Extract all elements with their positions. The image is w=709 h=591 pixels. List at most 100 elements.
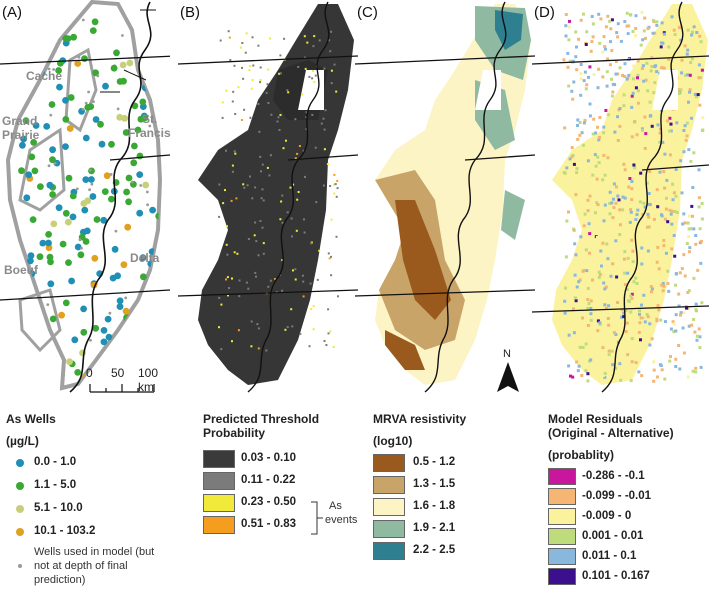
residual-pixel <box>677 292 681 296</box>
residual-pixel <box>579 18 583 22</box>
well-marker <box>80 200 88 207</box>
probability-pixel <box>262 199 265 202</box>
residual-pixel <box>668 359 672 363</box>
probability-pixel <box>333 173 336 176</box>
residual-pixel <box>572 307 575 311</box>
well-marker <box>65 259 72 266</box>
residual-pixel <box>669 122 673 126</box>
residual-pixel <box>577 364 581 368</box>
residual-pixel <box>696 93 700 97</box>
residual-pixel <box>596 319 600 323</box>
residual-pixel <box>612 206 616 209</box>
residual-pixel <box>587 302 591 305</box>
residual-pixel <box>643 205 647 209</box>
residual-pixel <box>651 31 655 35</box>
residual-pixel <box>643 115 647 119</box>
residual-pixel <box>631 249 635 253</box>
residual-pixel <box>630 180 634 183</box>
region-label-st: St. <box>142 112 158 126</box>
well-marker <box>149 335 157 343</box>
probability-pixel <box>229 59 232 61</box>
well-marker <box>107 347 114 355</box>
residual-pixel <box>661 289 665 293</box>
residual-pixel <box>653 31 657 35</box>
well-marker <box>125 198 132 206</box>
residual-pixel <box>670 222 674 226</box>
residual-pixel <box>579 93 583 97</box>
residual-pixel <box>644 36 647 40</box>
probability-pixel <box>302 295 305 298</box>
residual-pixel <box>620 315 624 319</box>
probability-pixel <box>224 189 226 192</box>
well-marker <box>80 305 87 313</box>
residual-pixel <box>601 178 605 182</box>
residual-pixel <box>616 194 620 198</box>
probability-pixel <box>301 93 304 96</box>
residual-pixel <box>627 299 631 303</box>
residual-pixel <box>614 185 618 189</box>
residual-pixel <box>673 254 677 258</box>
probability-pixel <box>237 86 240 89</box>
residual-pixel <box>584 342 588 346</box>
probability-pixel <box>241 42 244 44</box>
well-marker <box>74 243 82 251</box>
residual-pixel <box>645 181 649 185</box>
residual-pixel <box>671 198 675 202</box>
residual-pixel <box>644 78 648 82</box>
residual-pixel <box>605 84 609 88</box>
probability-pixel <box>247 287 250 290</box>
residual-pixel <box>608 283 612 287</box>
legend-dot-1 <box>16 482 24 490</box>
residual-pixel <box>578 278 582 282</box>
residual-pixel <box>690 323 694 327</box>
legend-residuals: Model Residuals (Original - Alternative)… <box>548 412 708 588</box>
well-marker <box>124 296 128 300</box>
residual-pixel <box>648 322 652 326</box>
residual-pixel <box>611 216 615 220</box>
residual-pixel <box>627 24 631 28</box>
residual-pixel <box>563 171 567 175</box>
residual-pixel <box>637 330 641 334</box>
map-panel-a: (A) Cache Grand Prairie St. Francis Boeu… <box>0 0 171 395</box>
probability-pixel <box>267 102 270 104</box>
residual-pixel <box>640 67 644 70</box>
well-marker <box>69 213 77 221</box>
probability-pixel <box>311 77 314 80</box>
residual-pixel <box>656 205 660 209</box>
map-a-graphic <box>0 0 170 393</box>
well-marker <box>45 231 52 238</box>
well-marker <box>121 114 129 122</box>
well-marker <box>68 277 75 285</box>
residual-pixel <box>658 131 662 135</box>
residual-pixel <box>604 285 608 289</box>
legend-resist-swatch-1 <box>373 476 405 494</box>
residual-pixel <box>597 135 601 139</box>
residual-pixel <box>672 28 676 32</box>
well-marker <box>50 37 57 44</box>
residual-pixel <box>599 249 603 253</box>
residual-pixel <box>690 111 694 115</box>
legend-resist-swatch-2 <box>373 498 405 516</box>
residual-pixel <box>682 351 686 355</box>
residual-pixel <box>629 294 633 298</box>
residual-pixel <box>568 157 572 161</box>
probability-pixel <box>231 340 233 343</box>
residual-pixel <box>632 163 636 167</box>
probability-pixel <box>228 287 230 289</box>
probability-pixel <box>303 35 306 38</box>
region-label-boeuf: Boeuf <box>4 263 38 277</box>
residual-pixel <box>587 222 591 226</box>
residual-pixel <box>608 202 612 205</box>
well-marker <box>148 124 152 128</box>
residual-pixel <box>564 286 567 290</box>
residual-pixel <box>563 126 567 130</box>
residual-pixel <box>668 129 672 133</box>
residual-pixel <box>648 343 652 347</box>
probability-pixel <box>241 66 243 69</box>
residual-pixel <box>635 282 639 285</box>
well-marker <box>25 171 33 179</box>
well-marker <box>92 324 100 332</box>
well-marker <box>123 188 130 196</box>
residual-pixel <box>652 379 656 383</box>
residual-pixel <box>628 177 632 180</box>
